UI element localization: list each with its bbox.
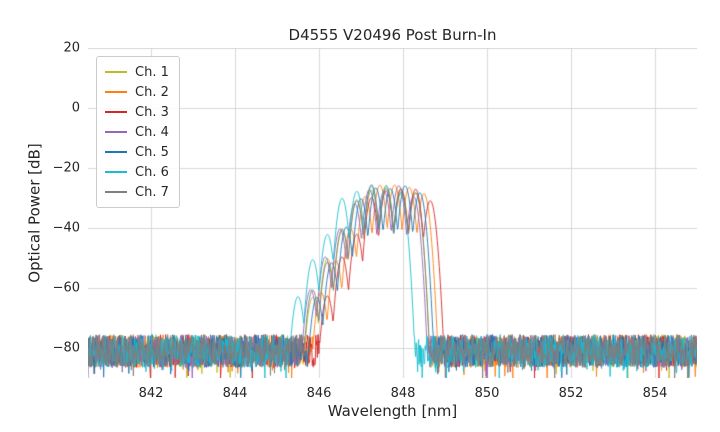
legend-line-swatch	[105, 191, 127, 193]
legend-label: Ch. 1	[135, 64, 169, 80]
legend-line-swatch	[105, 131, 127, 133]
y-tick-label: −40	[52, 220, 80, 236]
x-axis-label: Wavelength [nm]	[327, 402, 458, 420]
y-tick-label: −80	[52, 340, 80, 356]
legend-line-swatch	[105, 111, 127, 113]
x-tick-label: 854	[642, 386, 668, 401]
x-tick-label: 848	[390, 386, 416, 401]
legend-label: Ch. 4	[135, 124, 169, 140]
legend-item: Ch. 7	[105, 182, 169, 202]
x-tick-label: 844	[222, 386, 248, 401]
legend-label: Ch. 7	[135, 184, 169, 200]
legend-line-swatch	[105, 171, 127, 173]
x-tick-label: 846	[306, 386, 332, 401]
x-tick-label: 842	[138, 386, 164, 401]
legend-label: Ch. 5	[135, 144, 169, 160]
plot-canvas	[88, 48, 697, 378]
legend-label: Ch. 6	[135, 164, 169, 180]
legend-item: Ch. 2	[105, 82, 169, 102]
y-axis-label-text: Optical Power [dB]	[26, 143, 45, 283]
y-tick-label: 0	[71, 100, 80, 116]
y-tick-label: −20	[52, 160, 80, 176]
legend-item: Ch. 4	[105, 122, 169, 142]
x-tick-label: 850	[474, 386, 500, 401]
chart-title: D4555 V20496 Post Burn-In	[288, 26, 497, 44]
legend-line-swatch	[105, 71, 127, 73]
x-tick-label: 852	[558, 386, 584, 401]
legend-label: Ch. 2	[135, 84, 169, 100]
legend-label: Ch. 3	[135, 104, 169, 120]
legend-item: Ch. 1	[105, 62, 169, 82]
legend-item: Ch. 6	[105, 162, 169, 182]
legend-line-swatch	[105, 151, 127, 153]
y-tick-label: −60	[52, 280, 80, 296]
y-axis-label: Optical Power [dB]	[24, 48, 46, 378]
legend-item: Ch. 5	[105, 142, 169, 162]
legend: Ch. 1 Ch. 2 Ch. 3 Ch. 4 Ch. 5 Ch. 6 Ch. 7	[96, 56, 180, 208]
legend-line-swatch	[105, 91, 127, 93]
legend-item: Ch. 3	[105, 102, 169, 122]
y-tick-label: 20	[63, 40, 80, 56]
